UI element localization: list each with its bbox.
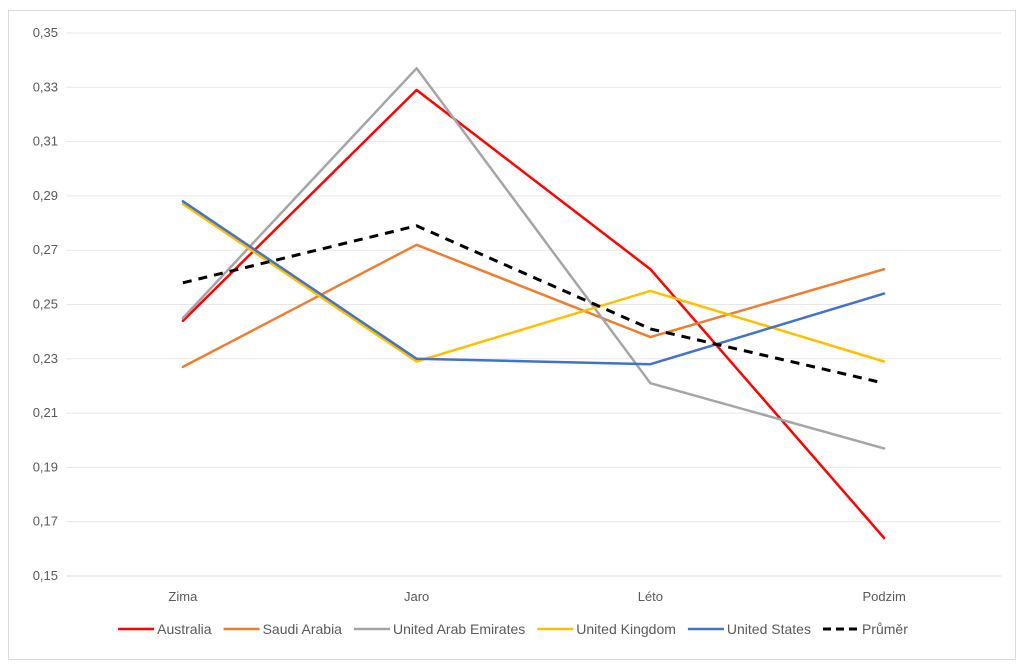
- y-axis-tick-labels: 0,15 0,17 0,19 0,21 0,23 0,25 0,27 0,29 0,31 0,33…: [33, 25, 58, 583]
- legend-label: Průměr: [862, 621, 908, 637]
- y-tick-label: 0,21: [33, 405, 58, 420]
- y-tick-label: 0,15: [33, 568, 58, 583]
- legend-label: United States: [727, 621, 811, 637]
- series-line-united-states: [181, 200, 886, 366]
- legend-label: United Arab Emirates: [393, 621, 525, 637]
- y-tick-label: 0,23: [33, 351, 58, 366]
- y-tick-label: 0,31: [33, 134, 58, 149]
- y-tick-label: 0,33: [33, 79, 58, 94]
- gridlines: [66, 32, 1001, 577]
- x-tick-label: Jaro: [404, 589, 429, 604]
- y-tick-label: 0,27: [33, 242, 58, 257]
- series-line-united-arab-emirates: [181, 67, 886, 450]
- chart-area: 0,15 0,17 0,19 0,21 0,23 0,25 0,27 0,29 0,31 0,33…: [8, 10, 1016, 660]
- y-tick-label: 0,25: [33, 297, 58, 312]
- series-line-united-kingdom: [181, 202, 886, 363]
- series-line-australia: [181, 88, 886, 540]
- series-lines: [181, 67, 886, 540]
- line-chart: 0,15 0,17 0,19 0,21 0,23 0,25 0,27 0,29 0,31 0,33…: [33, 25, 1001, 637]
- series-line-saudi-arabia: [181, 243, 886, 369]
- legend-label: United Kingdom: [576, 621, 676, 637]
- legend: Australia Saudi Arabia United Arab Emirate…: [118, 621, 908, 637]
- y-tick-label: 0,17: [33, 514, 58, 529]
- y-tick-label: 0,29: [33, 188, 58, 203]
- series-line-pr-m-r: [182, 224, 885, 385]
- y-tick-label: 0,35: [33, 25, 58, 40]
- x-axis-tick-labels: Zima Jaro Léto Podzim: [168, 589, 905, 604]
- x-tick-label: Léto: [638, 589, 663, 604]
- y-tick-label: 0,19: [33, 459, 58, 474]
- x-tick-label: Zima: [168, 589, 198, 604]
- x-tick-label: Podzim: [862, 589, 905, 604]
- legend-label: Saudi Arabia: [263, 621, 343, 637]
- legend-label: Australia: [157, 621, 212, 637]
